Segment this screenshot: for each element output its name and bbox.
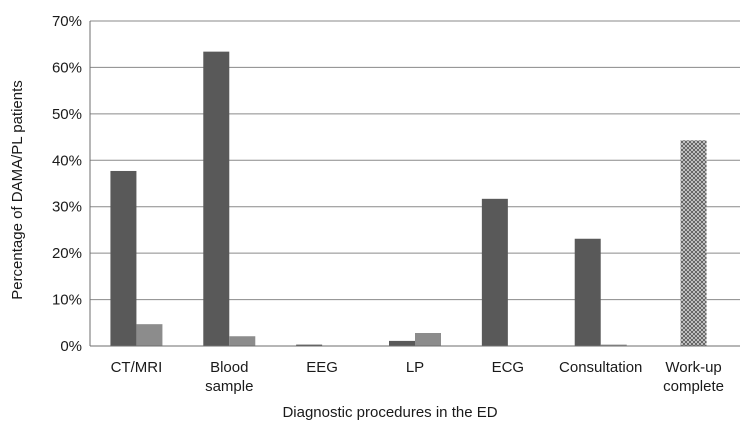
y-tick-label: 30%: [52, 199, 82, 216]
bar: [296, 344, 323, 346]
bar: [680, 140, 707, 346]
x-category-label: sample: [205, 378, 253, 395]
bars: [110, 51, 707, 347]
bar: [481, 198, 508, 346]
y-tick-label: 40%: [52, 152, 82, 169]
y-tick-labels: 0% 10% 20% 30% 40% 50% 60% 70%: [52, 13, 82, 355]
x-category-label: Blood: [210, 359, 248, 376]
y-tick-label: 0%: [60, 338, 82, 355]
axes: [89, 21, 740, 347]
bar: [110, 170, 137, 346]
y-tick-label: 70%: [52, 13, 82, 30]
x-category-label: Consultation: [559, 359, 642, 376]
y-tick-label: 60%: [52, 59, 82, 76]
gridlines: [90, 20, 740, 301]
y-tick-label: 50%: [52, 106, 82, 123]
x-category-label: ECG: [492, 359, 525, 376]
bar: [415, 333, 441, 346]
x-category-label: complete: [663, 378, 724, 395]
bar: [574, 238, 601, 346]
bar: [229, 336, 256, 346]
y-axis-title: Percentage of DAMA/PL patients: [9, 80, 26, 300]
x-category-label: EEG: [306, 359, 338, 376]
x-category-label: CT/MRI: [111, 359, 163, 376]
bar: [136, 324, 163, 346]
x-category-label: LP: [406, 359, 424, 376]
x-category-labels: CT/MRI Blood sample EEG LP ECG Consultation Wor…: [111, 359, 724, 395]
x-axis-title: Diagnostic procedures in the ED: [282, 404, 497, 420]
y-tick-label: 20%: [52, 245, 82, 262]
bar: [389, 340, 415, 346]
bar: [203, 51, 230, 347]
x-category-label: Work-up: [665, 359, 721, 376]
bar: [600, 344, 627, 346]
y-tick-label: 10%: [52, 292, 82, 309]
